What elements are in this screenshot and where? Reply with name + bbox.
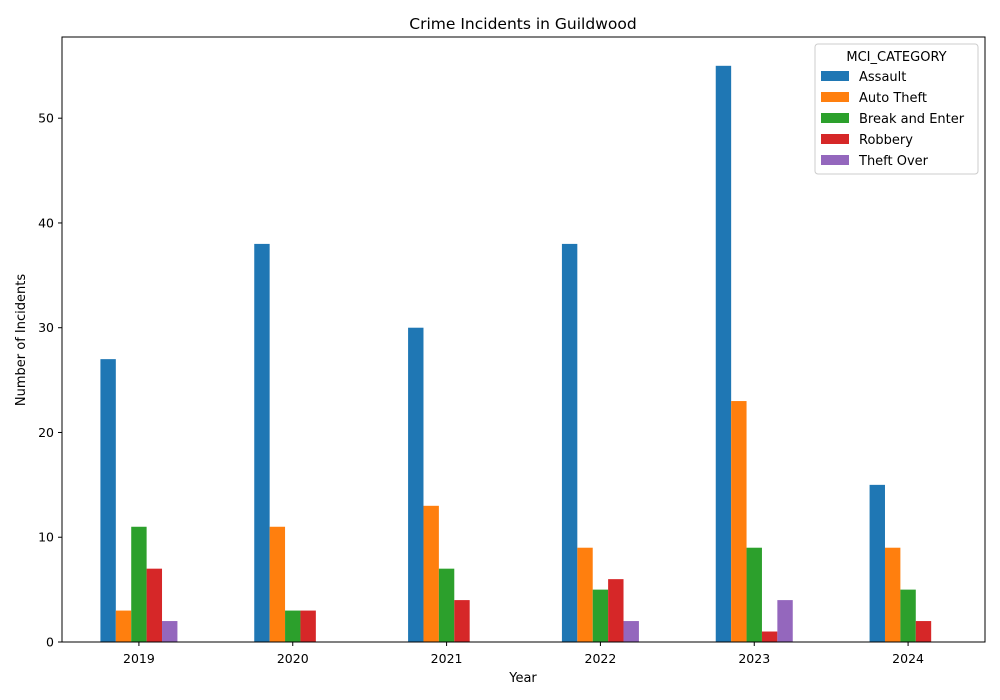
x-tick-label: 2024 (892, 651, 924, 666)
bar-robbery-2022 (608, 579, 624, 642)
bar-break-and-enter-2024 (900, 589, 916, 642)
y-axis-label: Number of Incidents (14, 274, 29, 406)
x-tick-label: 2023 (738, 651, 770, 666)
y-tick-label: 40 (38, 215, 54, 230)
bar-auto-theft-2022 (577, 547, 593, 642)
bar-assault-2019 (100, 359, 116, 642)
x-tick-label: 2022 (585, 651, 617, 666)
legend-entry-label: Theft Over (858, 154, 929, 169)
legend-entry-label: Break and Enter (859, 112, 965, 127)
y-tick-label: 30 (38, 320, 54, 335)
legend: MCI_CATEGORY Assault Auto Theft Break and E… (814, 43, 979, 175)
chart-title: Crime Incidents in Guildwood (409, 15, 636, 33)
plot-frame (61, 36, 986, 643)
bar-theft-over-2023 (777, 600, 793, 642)
legend-entry-label: Robbery (859, 133, 913, 148)
legend-entry-label: Auto Theft (859, 91, 927, 106)
bar-robbery-2023 (761, 631, 778, 642)
bar-assault-2023 (715, 65, 732, 642)
bar-auto-theft-2021 (423, 505, 439, 642)
x-tick-label: 2020 (277, 651, 309, 666)
bar-break-and-enter-2021 (438, 568, 455, 642)
legend-swatch-theft-over (821, 155, 849, 165)
plot-area: 0 10 20 30 40 50 2019 2020 2021 2022 2023 2024 (38, 36, 986, 666)
bar-break-and-enter-2020 (285, 610, 301, 642)
bar-break-and-enter-2023 (746, 547, 762, 642)
bar-theft-over-2019 (162, 621, 178, 642)
legend-swatch-assault (821, 71, 849, 81)
y-tick-label: 50 (38, 111, 54, 126)
bar-robbery-2021 (454, 600, 470, 642)
bar-robbery-2024 (915, 621, 932, 642)
x-tick-label: 2021 (431, 651, 463, 666)
legend-swatch-robbery (821, 134, 849, 144)
bar-robbery-2019 (146, 568, 163, 642)
bar-break-and-enter-2022 (592, 589, 609, 642)
bar-assault-2024 (869, 484, 885, 642)
x-axis-label: Year (508, 671, 537, 686)
bar-auto-theft-2020 (269, 526, 286, 642)
legend-swatch-auto-theft (821, 92, 849, 102)
bar-assault-2021 (408, 327, 424, 642)
bar-assault-2020 (254, 243, 270, 642)
bar-theft-over-2022 (623, 621, 639, 642)
y-tick-label: 10 (38, 530, 54, 545)
y-tick-label: 20 (38, 425, 54, 440)
bar-robbery-2020 (300, 610, 316, 642)
bar-auto-theft-2023 (731, 401, 747, 642)
bar-assault-2022 (561, 243, 578, 642)
bar-break-and-enter-2019 (131, 526, 147, 642)
bar-auto-theft-2024 (884, 547, 901, 642)
bar-auto-theft-2019 (115, 610, 132, 642)
legend-entry-label: Assault (859, 70, 906, 85)
y-tick-label: 0 (46, 635, 54, 650)
x-tick-label: 2019 (123, 651, 155, 666)
legend-box (814, 43, 979, 175)
legend-swatch-break-and-enter (821, 113, 849, 123)
legend-title: MCI_CATEGORY (846, 50, 946, 65)
